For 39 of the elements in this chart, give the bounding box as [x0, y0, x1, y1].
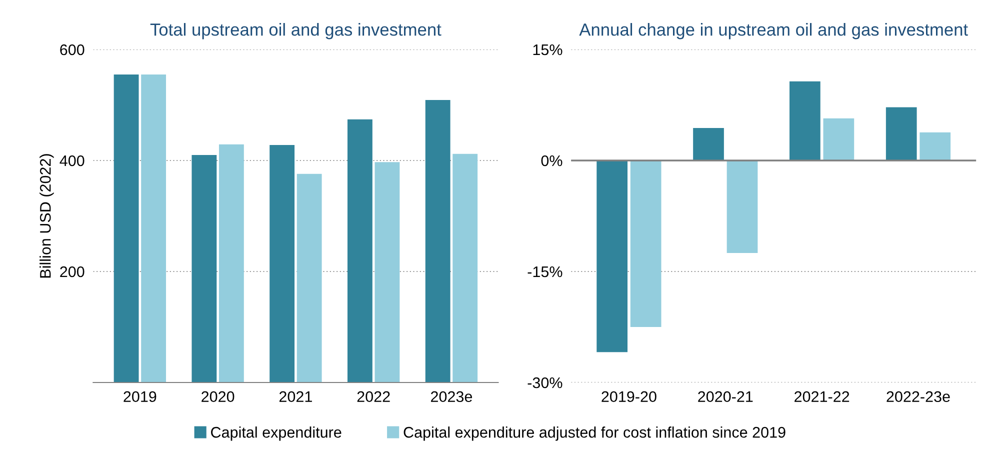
bar — [296, 174, 322, 382]
x-tick-label: 2019 — [124, 391, 156, 402]
bar — [630, 160, 662, 327]
x-tick-label: 2020 — [202, 391, 234, 402]
y-tick-label: 400 — [60, 155, 84, 166]
bar — [920, 132, 951, 160]
x-tick-label: 2022 — [357, 391, 390, 402]
x-tick-label: 2020-21 — [698, 391, 753, 402]
bar — [192, 154, 217, 382]
bar — [114, 74, 139, 382]
bar — [141, 74, 166, 382]
bar — [218, 144, 244, 382]
x-tick-label: 2021-22 — [794, 391, 850, 402]
y-tick-label: -30% — [528, 377, 562, 388]
bar — [596, 160, 628, 352]
chart-title: Annual change in upstream oil and gas investment — [579, 23, 968, 40]
bar — [452, 154, 478, 382]
x-tick-label: 2019-20 — [602, 391, 656, 402]
x-tick-label: 2023e — [430, 391, 472, 402]
legend-label: Capital expenditure adjusted for cost inflation since 2019 — [404, 426, 786, 441]
y-tick-label: 15% — [533, 44, 562, 56]
chart-title: Total upstream oil and gas investment — [150, 23, 442, 40]
x-tick-label: 2021 — [279, 391, 312, 402]
bar — [347, 119, 372, 382]
bar — [790, 81, 820, 160]
bar — [425, 100, 450, 382]
y-tick-label: 600 — [60, 44, 84, 56]
bar — [886, 107, 917, 160]
bar — [726, 160, 758, 253]
legend-label: Capital expenditure — [211, 426, 342, 441]
bar — [823, 118, 854, 160]
bar — [374, 162, 400, 382]
y-tick-label: 200 — [60, 266, 84, 278]
x-tick-label: 2022-23e — [886, 391, 950, 402]
y-tick-label: -15% — [528, 266, 562, 278]
y-tick-label: 0% — [541, 155, 562, 166]
bar — [270, 144, 295, 382]
y-axis-title: Billion USD (2022) — [40, 154, 54, 278]
bar — [693, 128, 724, 160]
